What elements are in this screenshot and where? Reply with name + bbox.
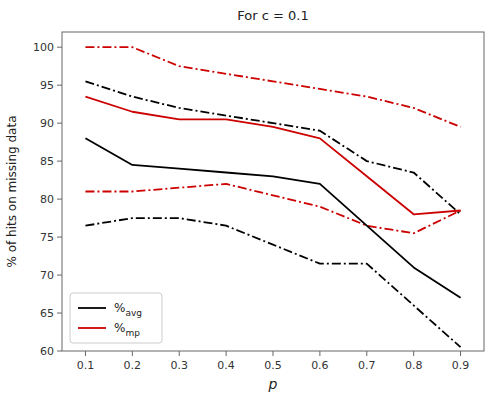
legend-swatch	[78, 307, 106, 309]
y-tick-label: 90	[40, 117, 54, 130]
x-tick-label: 0.1	[77, 359, 95, 372]
y-tick	[57, 85, 62, 86]
chart: 0.1 0.2 0.3 0.4 0.5 0.6 0.7 0.8 0.9 60 65 70 75 80 85 9…	[0, 0, 500, 399]
x-axis-label: p	[268, 376, 278, 392]
y-tick	[57, 47, 62, 48]
y-tick	[57, 237, 62, 238]
legend-label: %mp	[114, 321, 140, 338]
plot-frame	[62, 32, 484, 351]
series-line	[85, 47, 460, 127]
y-tick-label: 65	[40, 307, 54, 320]
x-tick	[319, 351, 320, 356]
x-tick-label: 0.5	[264, 359, 282, 372]
x-tick	[85, 351, 86, 356]
x-tick	[179, 351, 180, 356]
x-tick-label: 0.6	[311, 359, 329, 372]
y-tick-label: 80	[40, 193, 54, 206]
legend-label: %avg	[114, 301, 142, 318]
legend: %avg %mp	[70, 293, 162, 343]
legend-swatch	[78, 327, 106, 329]
x-tick	[226, 351, 227, 356]
x-tick	[460, 351, 461, 356]
y-tick-label: 70	[40, 269, 54, 282]
y-tick-label: 100	[33, 41, 54, 54]
y-tick-label: 60	[40, 345, 54, 358]
x-tick-label: 0.8	[405, 359, 423, 372]
series-line	[85, 81, 460, 214]
y-tick	[57, 313, 62, 314]
x-tick	[413, 351, 414, 356]
title: For c = 0.1	[237, 8, 308, 23]
x-tick	[273, 351, 274, 356]
x-tick-label: 0.7	[358, 359, 376, 372]
y-tick-label: 75	[40, 231, 54, 244]
series-line	[85, 138, 460, 297]
y-tick	[57, 123, 62, 124]
legend-box	[70, 293, 162, 343]
series-line	[85, 97, 460, 215]
x-tick	[366, 351, 367, 356]
x-tick-label: 0.4	[217, 359, 235, 372]
x-tick-label: 0.3	[170, 359, 188, 372]
series-line	[85, 184, 460, 233]
y-tick	[57, 275, 62, 276]
y-tick	[57, 351, 62, 352]
y-tick	[57, 199, 62, 200]
x-tick	[132, 351, 133, 356]
y-axis-label: % of hits on missing data	[5, 116, 19, 268]
y-tick-label: 95	[40, 79, 54, 92]
x-tick-label: 0.9	[452, 359, 470, 372]
x-tick-label: 0.2	[124, 359, 142, 372]
y-tick	[57, 161, 62, 162]
y-tick-label: 85	[40, 155, 54, 168]
